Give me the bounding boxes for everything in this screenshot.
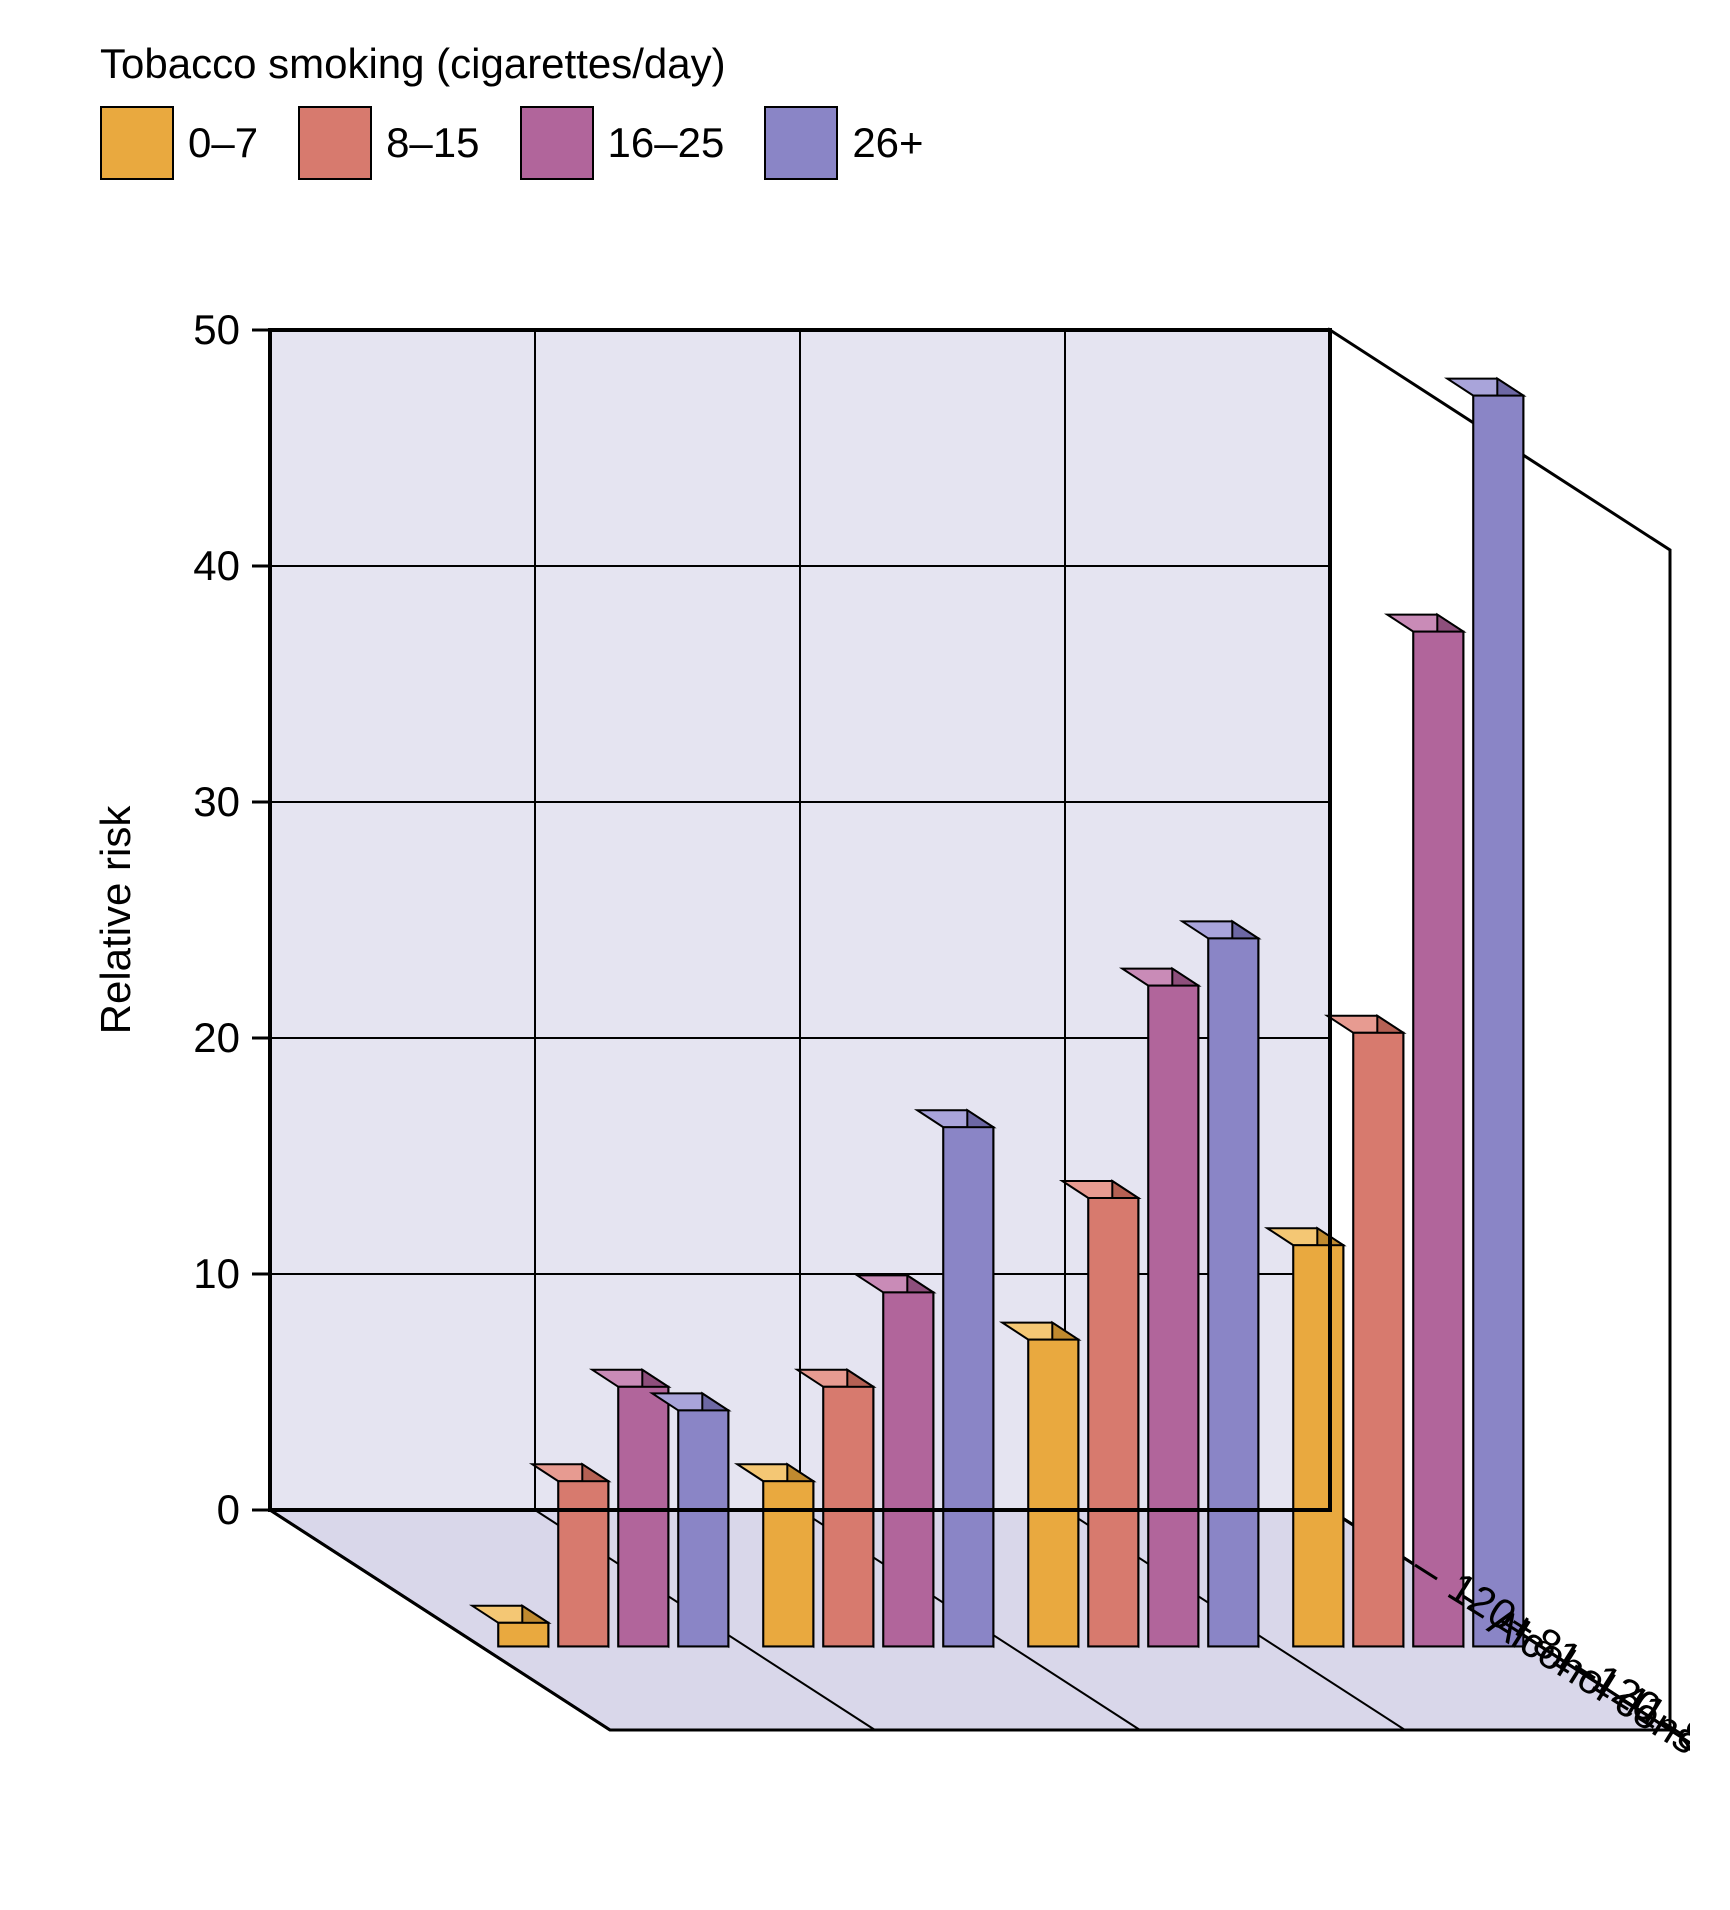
- legend-item-1: 8–15: [298, 106, 479, 180]
- y-tick-label: 50: [193, 306, 240, 353]
- legend-row: 0–7 8–15 16–25 26+: [100, 106, 1690, 180]
- y-tick-label: 30: [193, 778, 240, 825]
- legend-swatch-1: [298, 106, 372, 180]
- y-tick-label: 0: [217, 1486, 240, 1533]
- legend-label-2: 16–25: [608, 119, 725, 167]
- y-tick-label: 20: [193, 1014, 240, 1061]
- legend-swatch-0: [100, 106, 174, 180]
- legend-item-2: 16–25: [520, 106, 725, 180]
- legend-label-3: 26+: [852, 119, 923, 167]
- legend-swatch-3: [764, 106, 838, 180]
- chart-svg-wrap: 01020304050Relative risk0–4041–8081–1201…: [40, 210, 1690, 1895]
- chart-svg: 01020304050Relative risk0–4041–8081–1201…: [40, 210, 1690, 1890]
- legend-swatch-2: [520, 106, 594, 180]
- legend-title: Tobacco smoking (cigarettes/day): [100, 40, 1690, 88]
- chart-container: Tobacco smoking (cigarettes/day) 0–7 8–1…: [40, 40, 1690, 1870]
- legend-item-0: 0–7: [100, 106, 258, 180]
- legend-label-0: 0–7: [188, 119, 258, 167]
- y-tick-label: 40: [193, 542, 240, 589]
- y-axis-label: Relative risk: [92, 805, 139, 1035]
- legend-label-1: 8–15: [386, 119, 479, 167]
- legend-item-3: 26+: [764, 106, 923, 180]
- y-tick-label: 10: [193, 1250, 240, 1297]
